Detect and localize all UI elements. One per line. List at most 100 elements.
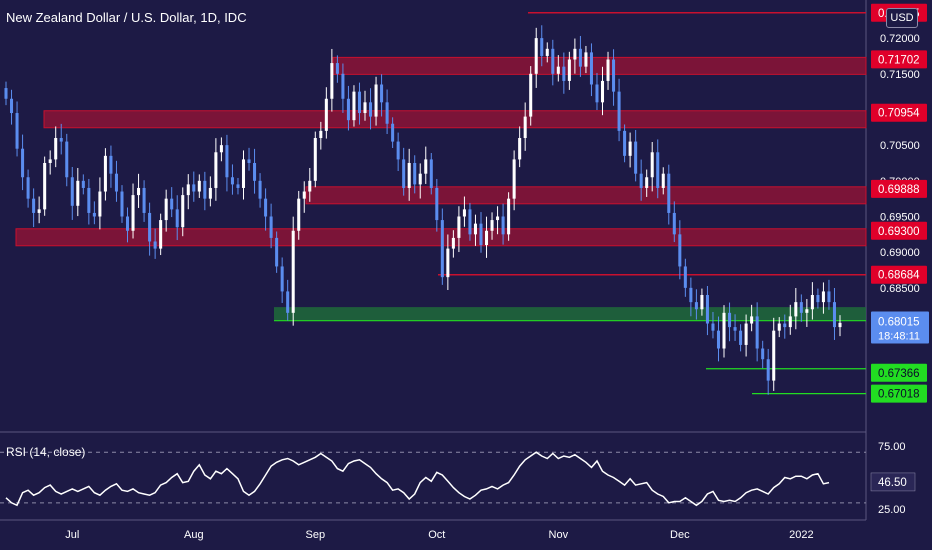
rsi-line <box>5 451 830 507</box>
candle-body <box>253 162 257 181</box>
candle-body <box>48 159 52 163</box>
candle-body <box>203 180 207 199</box>
candle-body <box>164 198 168 221</box>
candle-body <box>578 48 582 67</box>
candle-body <box>148 212 152 242</box>
candle-body <box>534 38 538 74</box>
candle-body <box>81 180 85 188</box>
candle-body <box>744 323 748 345</box>
support-label: 0.67018 <box>878 389 920 401</box>
candle-body <box>313 138 317 181</box>
candle-body <box>418 173 422 185</box>
time-tick: Jul <box>65 529 79 541</box>
candle-body <box>114 173 118 192</box>
candle-body <box>816 294 820 303</box>
candle-body <box>440 220 444 278</box>
resistance-label: 0.69300 <box>878 226 920 238</box>
candle-body <box>70 177 74 206</box>
candle-body <box>805 309 809 313</box>
candle-body <box>87 187 91 213</box>
candle-body <box>523 116 527 139</box>
rsi-label: RSI (14, close) <box>6 445 86 459</box>
candle-body <box>584 52 588 67</box>
candle-body <box>341 73 345 99</box>
candle-body <box>181 195 185 228</box>
resistance-label: 0.69888 <box>878 184 920 196</box>
candle-body <box>777 323 781 331</box>
candle-body <box>424 159 428 174</box>
candle-body <box>103 155 107 192</box>
candle-body <box>667 173 671 213</box>
candle-body <box>15 113 19 149</box>
candle-body <box>766 359 770 381</box>
candle-body <box>54 138 58 160</box>
current-price-label: 0.68015 <box>878 316 920 328</box>
candle-body <box>92 212 96 217</box>
candle-body <box>501 216 505 235</box>
candle-body <box>799 302 803 313</box>
candle-body <box>567 59 571 81</box>
resistance-label: 0.68684 <box>878 270 920 282</box>
candle-body <box>264 198 268 217</box>
time-tick: Oct <box>428 529 445 541</box>
resistance-label-bg <box>871 265 927 284</box>
currency-badge[interactable]: USD <box>886 8 918 28</box>
candle-body <box>518 138 522 160</box>
candle-body <box>650 152 654 178</box>
candle-body <box>170 198 174 210</box>
candle-body <box>197 180 201 192</box>
candle-body <box>490 220 494 231</box>
resistance-label-bg <box>871 221 927 240</box>
candle-body <box>716 330 721 349</box>
candle-body <box>595 84 599 103</box>
candle-body <box>258 180 262 199</box>
candle-body <box>59 138 63 142</box>
candle-body <box>755 316 759 349</box>
support-label-bg <box>871 363 927 382</box>
candle-body <box>225 145 229 178</box>
candle-body <box>109 155 113 174</box>
candle-body <box>728 312 732 328</box>
candle-body <box>496 216 500 221</box>
candle-body <box>396 141 400 160</box>
time-tick: Aug <box>184 529 204 541</box>
resistance-zone <box>305 186 867 205</box>
resistance-label-bg <box>871 50 927 69</box>
candle-body <box>159 220 163 249</box>
candle-body <box>462 209 466 217</box>
candle-body <box>4 88 8 99</box>
candle-body <box>65 141 69 178</box>
rsi-tick: 75.00 <box>878 441 906 453</box>
candle-body <box>761 348 765 360</box>
candle-body <box>827 291 831 303</box>
time-tick: Sep <box>306 529 326 541</box>
candle-body <box>26 177 30 199</box>
chart-title: New Zealand Dollar / U.S. Dollar, 1D, ID… <box>6 10 247 25</box>
time-tick: 2022 <box>789 529 813 541</box>
support-label-bg <box>871 384 927 403</box>
resistance-label-bg <box>871 179 927 198</box>
candle-body <box>380 84 384 103</box>
candle-body <box>21 148 25 178</box>
candle-body <box>672 212 676 235</box>
candle-body <box>219 145 223 153</box>
candle-body <box>291 230 295 313</box>
candle-body <box>628 141 632 156</box>
current-price-bg <box>871 311 929 344</box>
resistance-label: 0.71702 <box>878 54 920 66</box>
candle-body <box>772 330 776 381</box>
candle-body <box>43 162 47 210</box>
candle-body <box>186 184 190 196</box>
candle-body <box>120 191 124 217</box>
candle-body <box>639 173 643 188</box>
candle-body <box>275 237 279 267</box>
candle-body <box>175 209 179 228</box>
candle-body <box>369 102 373 117</box>
rsi-tick: 25.00 <box>878 504 906 516</box>
candle-body <box>391 123 395 142</box>
candle-body <box>589 52 593 85</box>
candle-body <box>402 159 406 188</box>
candle-body <box>357 91 362 114</box>
candle-body <box>484 230 489 246</box>
